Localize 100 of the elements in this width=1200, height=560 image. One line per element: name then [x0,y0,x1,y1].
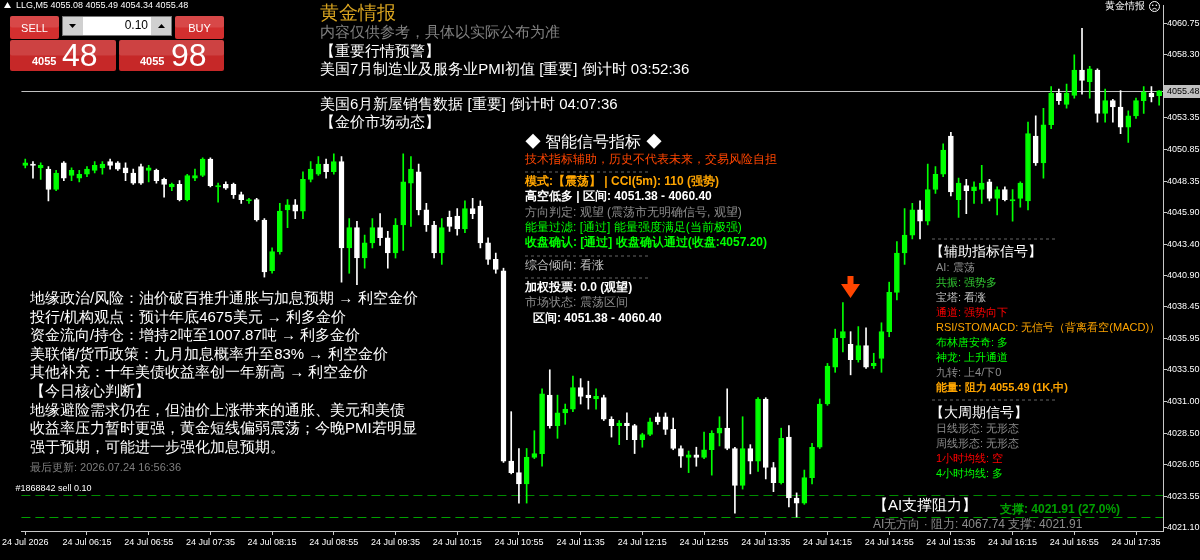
annotation: 1小时均线: 空 [936,451,1004,465]
annotation: 高空低多 | 区间: 4051.38 - 4060.40 [525,189,712,205]
annotation: 能量过滤: [通过] 能量强度满足(当前极强) [525,220,742,235]
annotation: 其他补充：十年美债收益率创一年新高 → 利空金价 [30,363,369,382]
candlestick [37,162,44,180]
candlestick [192,168,198,181]
annotation: 48 [62,36,98,74]
annotation: 加权投票: 0.0 (观望) [525,280,633,295]
ref-line-label: #1868842 sell 0.10 [15,483,92,494]
annotation: 【大周期信号】 [930,403,1028,421]
candlestick [508,411,515,475]
x-tick-label: 24 Jul 10:15 [432,536,482,547]
annotation: 宝塔: 看涨 [936,290,987,304]
annotation: AI: 震荡 [936,260,975,274]
candlestick [408,156,414,227]
candlestick [616,420,623,445]
x-tick-label: 24 Jul 09:35 [370,536,421,547]
annotation: 4055 [32,54,57,68]
annotation: 最后更新: 2026.07.24 16:56:36 [30,460,182,474]
annotation: 神龙: 上升通道 [936,350,1009,364]
x-tick-label: 24 Jul 13:35 [741,536,791,547]
candlestick [870,352,877,369]
annotation: 日线形态: 无形态 [936,421,1020,435]
annotation: BUY [188,21,211,34]
annotation: 黄金情报 [1105,0,1145,12]
x-tick-label: 24 Jul 12:15 [617,536,667,547]
annotation: 收盘确认: [通过] 收盘确认通过(收盘:4057.20) [525,235,768,251]
annotation: 【金价市场动态】 [320,113,440,131]
annotation: 区间: 4051.38 - 4060.40 [533,310,662,326]
x-tick-label: 24 Jul 2026 [2,536,49,547]
annotation: 0.10 [124,18,148,33]
annotation: 技术指标辅助，历史不代表未来，交易风险自担 [525,152,777,167]
y-tick-label: 4038.45 [1167,301,1200,312]
annotation: 美国6月新屋销售数据 [重要] 倒计时 04:07:36 [320,95,618,113]
y-tick-label: 4043.40 [1167,238,1200,249]
ref-line-label: 4055.48 [1167,85,1200,96]
annotation: 九转: 上4/下0 [936,365,1002,379]
annotation: 4小时均线: 多 [936,466,1004,480]
x-tick-label: 24 Jul 11:35 [556,536,605,547]
annotation: 美国7月制造业及服务业PMI初值 [重要] 倒计时 03:52:36 [320,60,690,78]
x-tick-label: 24 Jul 06:55 [124,536,174,547]
x-tick-label: 24 Jul 16:55 [1049,536,1099,547]
y-tick-label: 4060.75 [1167,18,1200,29]
annotation: 地缘政治/风险：油价破百推升通胀与加息预期 → 利空金价 [30,289,418,307]
y-tick-label: 4023.55 [1167,490,1200,501]
candlestick [30,161,36,179]
y-tick-label: 4028.50 [1167,427,1200,438]
x-tick-label: 24 Jul 17:35 [1111,536,1161,547]
x-tick-label: 24 Jul 08:55 [309,536,359,547]
annotation: ◆ 智能信号指标 ◆ [525,132,662,152]
y-tick-label: 4048.35 [1167,175,1200,186]
y-tick-label: 4033.50 [1167,364,1200,375]
annotation: 【AI支撑阻力】 [873,496,978,514]
candlestick [145,165,152,183]
annotation: 【重要行情预警】 [320,42,440,60]
y-tick-label: 4058.30 [1167,49,1200,60]
x-tick-label: 24 Jul 12:55 [679,536,729,547]
candlestick [840,302,846,353]
y-tick-label: 4050.85 [1167,143,1200,154]
candlestick [1079,27,1085,95]
y-tick-label: 4035.95 [1167,333,1200,344]
x-tick-label: 24 Jul 08:15 [247,536,297,547]
y-tick-label: 4053.35 [1167,112,1200,123]
candlestick [593,388,599,410]
x-tick-label: 24 Jul 14:55 [864,536,914,547]
y-tick-label: 4026.05 [1167,458,1200,469]
x-tick-label: 24 Jul 10:55 [494,536,544,547]
annotation: 共振: 强势多 [936,275,998,289]
annotation: 综合倾向: 看涨 [525,258,604,273]
candlestick [978,165,985,204]
annotation: 收益率压力暂时更强，黄金短线偏弱震荡；今晚PMI若明显 [30,419,417,437]
annotation: 4055 [140,54,165,68]
annotation: AI无方向 · 阻力: 4067.74 支撑: 4021.91 [873,516,1083,532]
annotation: 【今日核心判断】 [30,382,150,400]
annotation: 布林唐安奇: 多 [936,335,1009,349]
text: 内容仅供参考，具体以实际公布为准 [320,23,560,41]
annotation: SELL [21,21,48,34]
candlestick [516,448,522,504]
y-tick-label: 4021.10 [1167,521,1200,532]
annotation: 美联储/货币政策：九月加息概率升至83% → 利空金价 [30,345,388,363]
annotation: 强于预期，可能进一步强化加息预期。 [30,438,285,456]
annotation: 通道: 强势向下 [936,305,1009,319]
annotation: 资金流向/持仓：增持2吨至1007.87吨 → 利多金价 [30,326,361,344]
annotation: 投行/机构观点：预计年底4675美元 → 利多金价 [30,307,346,326]
candlestick [215,182,221,203]
ref-line-label: 支撑: 4021.91 (27.0%) [999,501,1121,516]
x-tick-label: 24 Jul 16:15 [988,536,1038,547]
y-tick-label: 4045.90 [1167,206,1200,217]
annotation: RSI/STO/MACD: 无信号（背离看空(MACD)） [936,320,1161,334]
candlestick [963,179,970,214]
x-tick-label: 24 Jul 07:35 [185,536,235,547]
annotation: 市场状态: 震荡区间 [525,295,628,311]
annotation: 地缘避险需求仍在，但油价上涨带来的通胀、美元和美债 [30,400,405,419]
y-tick-label: 4031.00 [1167,395,1200,406]
x-tick-label: 24 Jul 14:15 [802,536,852,547]
annotation: 方向判定: 观望 (震荡市无明确信号, 观望) [525,204,742,220]
candlestick [624,412,630,440]
chart-title: 黄金情报 [320,2,396,24]
annotation: 【辅助指标信号】 [930,242,1042,260]
annotation: LLG,M5 4055.08 4055.49 4054.34 4055.48 [16,0,189,11]
